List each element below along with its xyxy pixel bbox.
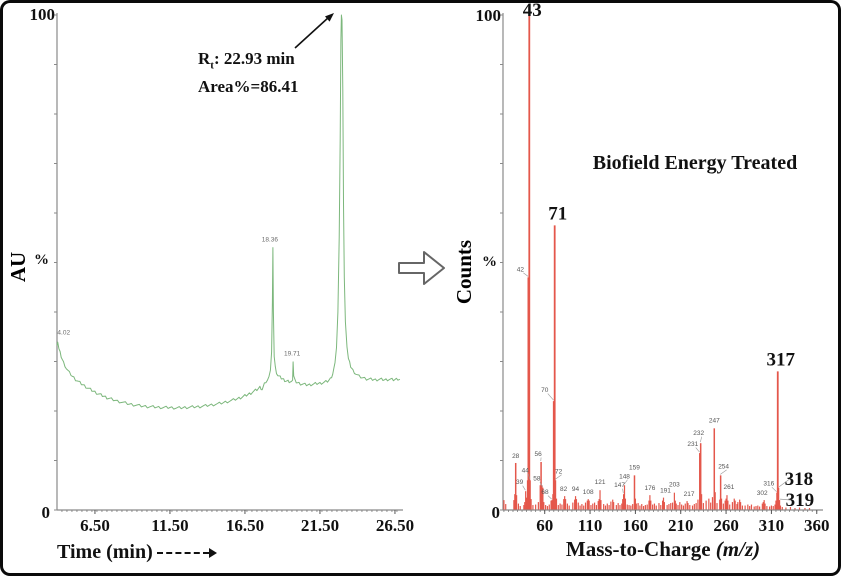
label-leader — [622, 488, 624, 494]
label-leader — [695, 447, 700, 453]
spectrum-peak-label: 217 — [684, 491, 695, 498]
left-y-axis-title: AU — [6, 251, 30, 283]
label-leader — [523, 272, 529, 277]
right-x-axis-unit: (m/z) — [715, 537, 761, 561]
right-y-min-label: 0 — [491, 503, 501, 522]
right-x-axis-title-text: Mass-to-Charge — [565, 537, 711, 561]
peak-annotation: Rt: 22.93 min Area%=86.41 — [198, 48, 299, 97]
label-leader — [547, 495, 552, 500]
x-tick-label: 60 — [536, 516, 553, 535]
label-leader — [547, 393, 554, 401]
x-tick-label: 360 — [804, 516, 830, 535]
spectrum-peak-label: 42 — [517, 266, 525, 273]
left-percent-label: % — [34, 252, 49, 268]
label-leader — [778, 478, 790, 488]
right-y-max-label: 100 — [475, 6, 502, 25]
spectrum-peak-label: 39 — [516, 479, 524, 486]
label-leader — [623, 479, 628, 485]
spectrum-peak-label: 72 — [555, 468, 563, 475]
spectrum-peak-label: 82 — [560, 486, 568, 493]
x-tick-label: 16.50 — [226, 516, 264, 535]
peak-annotation-rt: Rt: 22.93 min — [198, 49, 295, 72]
spectrum-peak-label: 232 — [693, 430, 704, 437]
label-leader — [555, 474, 562, 480]
dashed-arrow-icon — [156, 547, 217, 558]
spectrum-title: Biofield Energy Treated — [592, 152, 798, 174]
spectrum-peak-label: 44 — [522, 467, 530, 474]
x-tick-label: 26.50 — [376, 516, 414, 535]
x-tick-label: 11.50 — [151, 516, 188, 535]
label-leader — [700, 436, 702, 443]
chromatogram-trace — [56, 14, 401, 410]
spectrum-major-label: 71 — [548, 203, 567, 224]
chromatogram-peak-label: 18.36 — [262, 237, 279, 244]
right-percent-label: % — [482, 254, 497, 270]
peak-annotation-area: Area%=86.41 — [198, 77, 299, 97]
x-tick-label: 110 — [578, 516, 603, 535]
label-leader — [527, 473, 531, 480]
right-x-axis-title: Mass-to-Charge (m/z) — [503, 537, 823, 562]
spectrum-peak-label: 191 — [660, 488, 671, 495]
spectrum-peak-label: 176 — [644, 485, 655, 492]
spectrum-peak-label: 94 — [572, 486, 580, 493]
spectrum-peak-label: 316 — [763, 481, 774, 488]
spectrum-peak-label: 247 — [709, 417, 720, 424]
x-tick-label: 21.50 — [301, 516, 339, 535]
spectrum-peak-label: 302 — [757, 490, 768, 497]
x-tick-label: 310 — [759, 516, 785, 535]
chromatogram-peak-label: 4.02 — [57, 330, 70, 337]
label-leader — [539, 482, 543, 487]
transform-block-arrow-icon — [398, 251, 445, 285]
x-tick-label: 260 — [713, 516, 739, 535]
spectrum-peak-label: 203 — [669, 482, 680, 489]
spectrum-peak-label: 148 — [619, 473, 630, 480]
label-leader — [771, 486, 777, 492]
label-leader — [780, 498, 791, 501]
spectrum-major-label: 317 — [767, 349, 796, 370]
spectrum-peak-label: 231 — [687, 441, 698, 448]
label-leader — [720, 469, 727, 475]
spectrum-peak-label: 159 — [629, 464, 640, 471]
label-leader — [522, 485, 526, 491]
spectrum-peak-label: 56 — [534, 451, 542, 458]
x-tick-label: 160 — [623, 516, 649, 535]
right-y-axis-title: Counts — [452, 239, 476, 305]
chromatogram-peak-label: 19.71 — [284, 351, 301, 358]
spectrum-peak-label: 147 — [614, 482, 625, 489]
spectrum-peak-label: 121 — [595, 479, 606, 486]
spectrum-peak-label: 254 — [718, 463, 729, 470]
left-y-max-label: 100 — [29, 5, 56, 24]
spectrum-major-label: 318 — [785, 469, 814, 490]
left-x-axis-title: Time (min) — [57, 541, 217, 564]
spectrum-peak-label: 70 — [541, 387, 549, 394]
left-x-axis-title-text: Time (min) — [57, 541, 153, 563]
x-tick-label: 6.50 — [80, 516, 110, 535]
spectrum-peak-label: 108 — [583, 489, 594, 496]
spectrum-major-label: 319 — [786, 490, 815, 511]
left-y-min-label: 0 — [41, 503, 51, 522]
spectrum-peak-label: 68 — [541, 489, 549, 496]
annotation-arrow — [294, 13, 334, 49]
spectrum-major-label: 43 — [523, 0, 542, 21]
spectrum-peak-label: 58 — [533, 476, 541, 483]
spectrum-peak-label: 261 — [724, 484, 735, 491]
spectrum-peak-label: 28 — [512, 453, 520, 460]
x-tick-label: 210 — [668, 516, 694, 535]
